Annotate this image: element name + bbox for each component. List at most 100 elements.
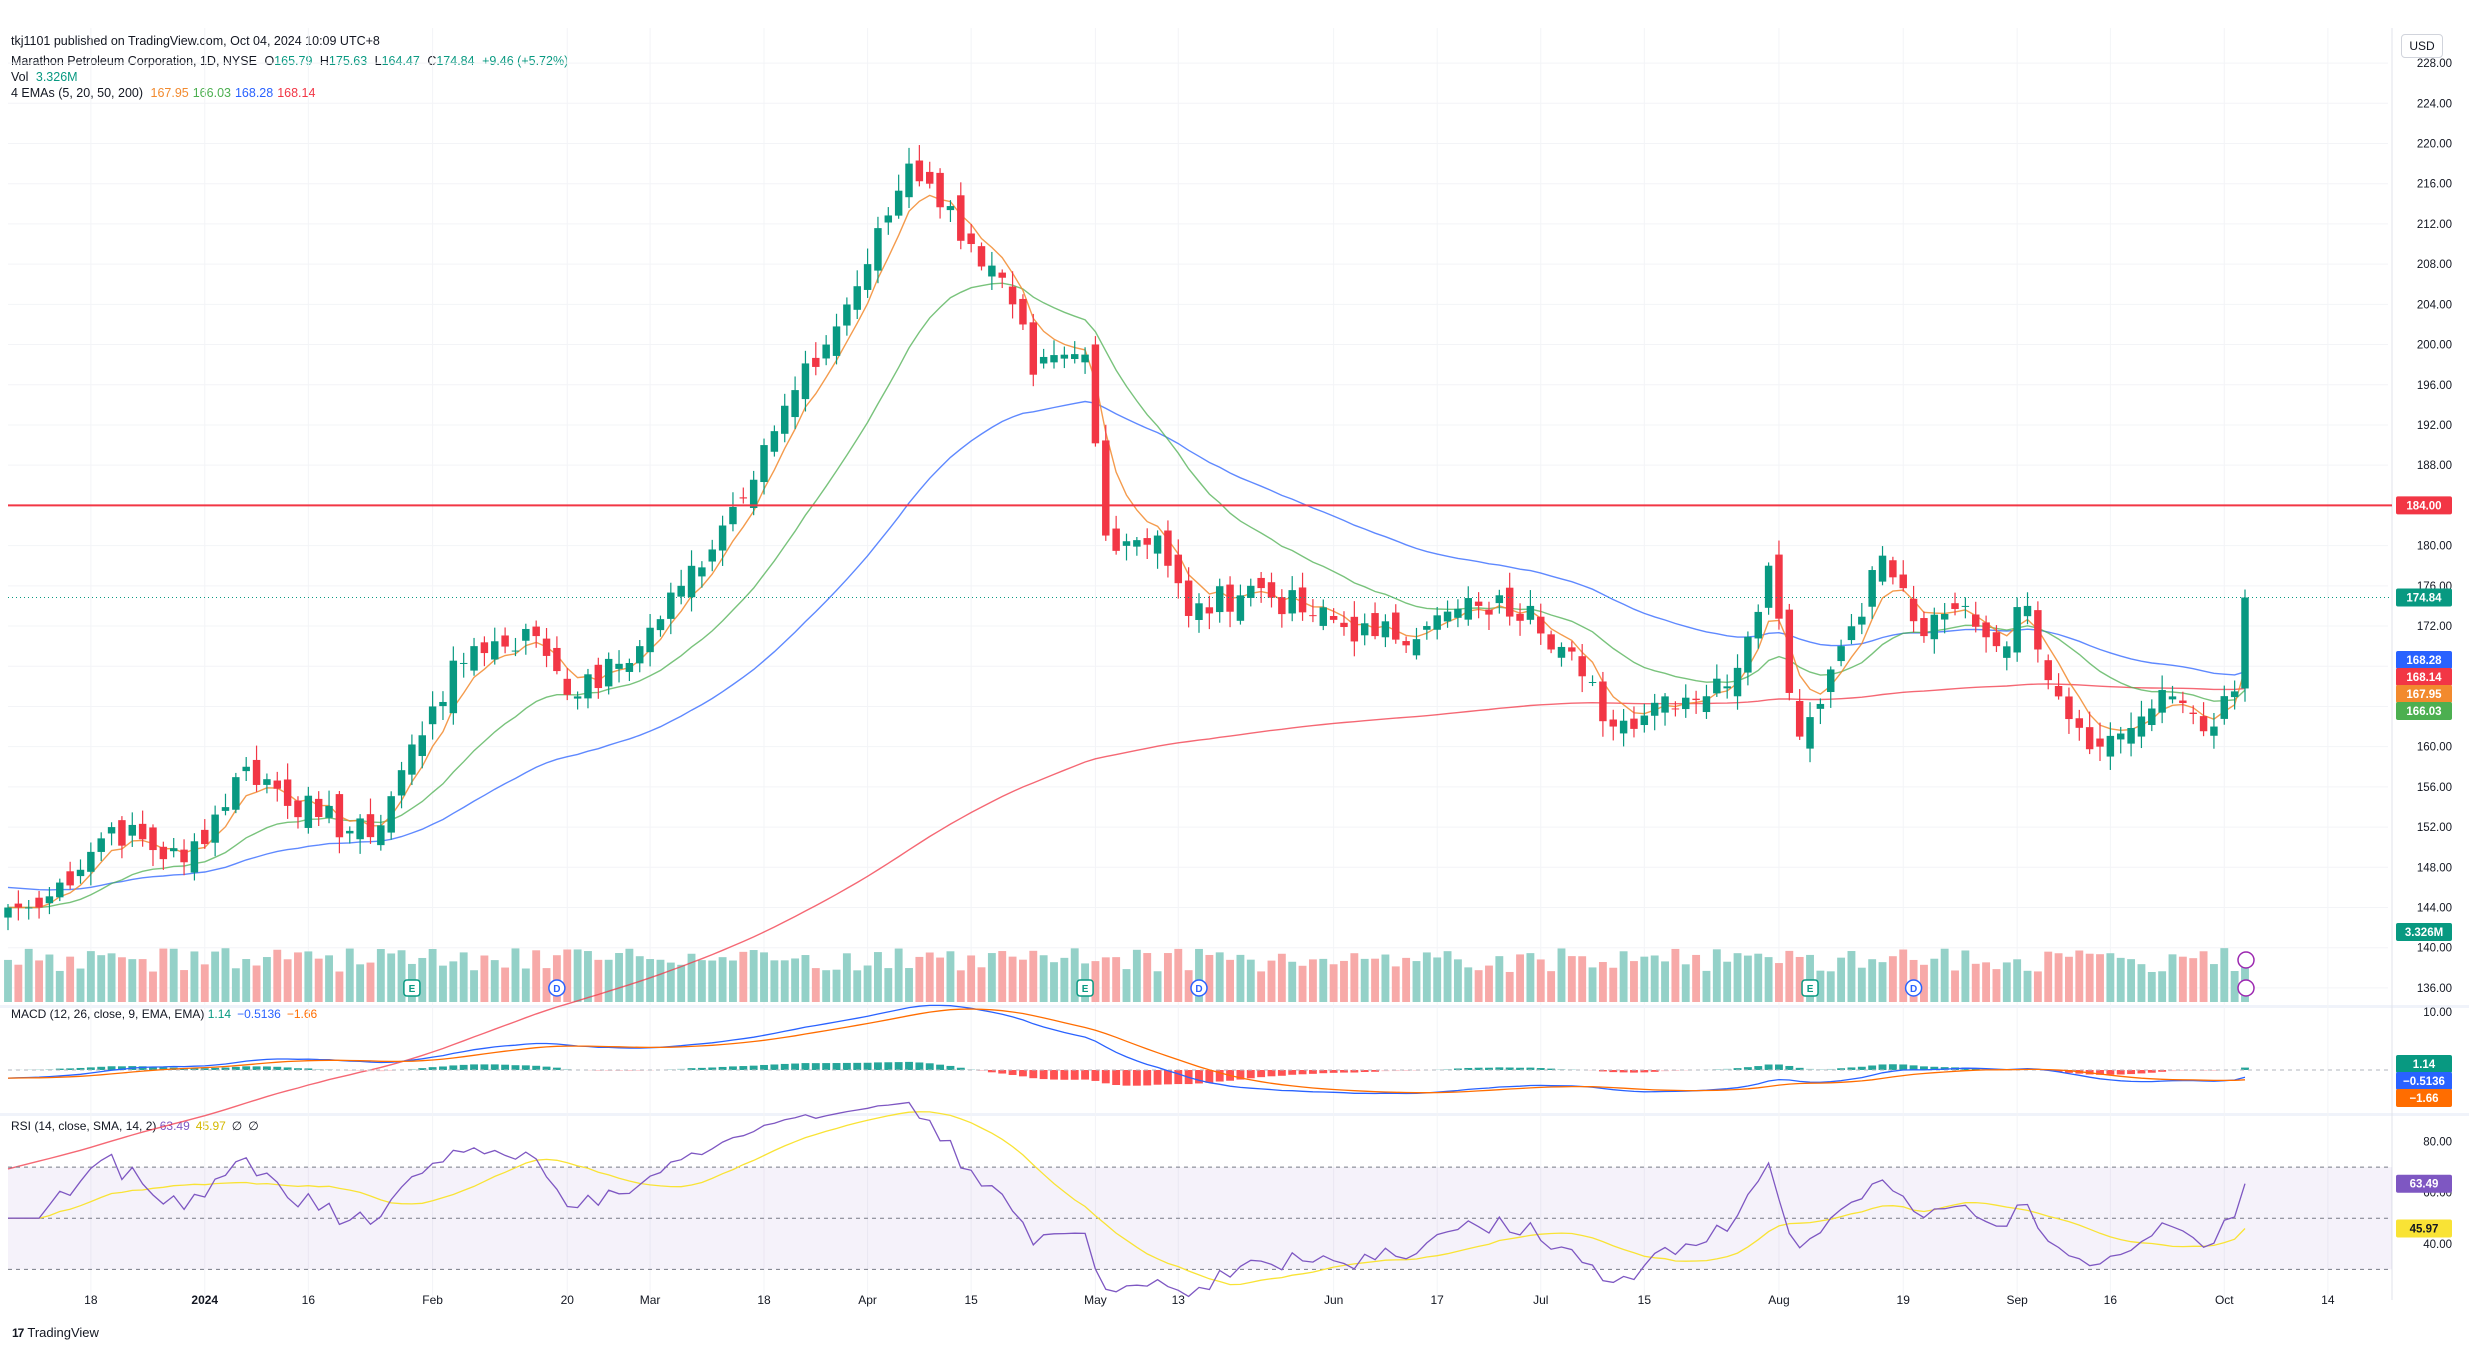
currency-button[interactable]: USD [2401,34,2443,58]
rsi-line [8,1101,2246,1298]
macd-histogram-bar [2137,1070,2146,1074]
rsi-ma-value: 45.97 [195,1119,226,1133]
candle-body [1319,607,1328,626]
volume-bar [646,959,655,1002]
macd-histogram-bar [687,1068,696,1070]
candle-body [418,735,426,757]
volume-bar [1982,962,1991,1002]
volume-legend[interactable]: Vol 3.326M [11,70,82,84]
candle-body [2013,607,2021,653]
ema-legend[interactable]: 4 EMAs (5, 20, 50, 200) 167.95 166.03 168.… [11,86,319,100]
volume-bar [470,970,478,1002]
last-price-badge-bg [2396,588,2452,607]
macd-histogram-bar [55,1068,64,1070]
candle-body [2168,696,2177,700]
candle-body [1961,605,1970,607]
macd-value: 1.14 [207,1007,232,1021]
tradingview-brand: TradingView [27,1325,99,1340]
y-tick-label: 212.00 [2417,219,2452,231]
candle-body [1195,603,1203,620]
volume-bar [1008,956,1017,1002]
macd-histogram-bar [1609,1070,1618,1073]
tradingview-logo[interactable]: 17 TradingView [12,1325,99,1340]
macd-histogram-bar [2127,1070,2136,1075]
volume-bar [1526,953,1535,1002]
candle-body [801,363,810,400]
volume-bar [1588,967,1597,1002]
volume-bar [149,971,157,1002]
candle-body [739,497,748,499]
rsi-badge: 63.49 [2410,1179,2439,1191]
candle-body [2127,727,2135,744]
volume-bar [2230,971,2239,1002]
candle-body [356,818,364,840]
volume-bar [770,960,779,1002]
candle-body [594,664,603,689]
close-label: C [427,54,437,68]
candle-body [1340,622,1348,628]
volume-bar [1205,954,1214,1002]
volume-bar [1671,948,1680,1002]
macd-histogram-bar [635,1070,644,1071]
earnings-marker-label: E [1082,984,1089,995]
candle-body [1070,354,1079,360]
macd-histogram-bar [304,1068,313,1070]
volume-bar [1661,961,1669,1002]
volume-bar [2116,957,2125,1002]
macd-histogram-bar [708,1067,717,1070]
candle-body [2199,716,2208,732]
candle-body [1029,322,1038,375]
candle-body [294,800,302,818]
volume-bar [107,953,116,1002]
symbol-name[interactable]: Marathon Petroleum Corporation, 1D, NYSE [11,54,257,68]
earnings-icon [403,979,421,997]
candle-body [1547,634,1555,650]
macd-histogram-bar [1205,1070,1214,1083]
volume-bar [2033,971,2042,1002]
volume-bar [998,951,1007,1002]
macd-histogram-bar [977,1070,986,1071]
macd-histogram-bar [1868,1065,1877,1070]
candle-body [2096,738,2104,747]
candle-body [1433,615,1441,630]
macd-pane[interactable] [7,1004,2392,1095]
x-tick-label: 14 [2321,1293,2335,1307]
macd-histogram-bar [1598,1070,1607,1072]
ema5-value: 167.95 [150,86,189,100]
macd-legend[interactable]: MACD (12, 26, close, 9, EMA, EMA) 1.14 −0… [11,1007,323,1021]
volume-bar [24,948,33,1002]
x-tick-label: Feb [422,1293,443,1307]
volume-bar [584,951,592,1002]
candle-body [1599,681,1607,722]
rsi-ma-badge-bg [2396,1219,2452,1238]
volume-bar [1557,948,1566,1002]
volume-bar [2158,971,2167,1002]
macd-histogram-bar [345,1070,354,1071]
ema50-line [7,400,2246,891]
ema20-line [8,282,2246,909]
pane-separator [0,1113,2469,1116]
volume-bar [739,951,748,1002]
volume-bar [1267,960,1276,1002]
volume-bar [356,964,365,1002]
rsi-legend[interactable]: RSI (14, close, SMA, 14, 2) 63.49 45.97 ∅ ∅ [11,1119,265,1133]
rsi-ma-badge: 45.97 [2410,1224,2439,1236]
macd-histogram-bar [1350,1070,1359,1073]
macd-histogram-bar [1909,1065,1918,1070]
volume-bar [1443,951,1452,1002]
macd-histogram-bar [200,1068,209,1070]
candle-body [2179,700,2187,704]
volume-bar [1712,949,1721,1002]
candle-body [749,479,758,509]
macd-histogram-bar [231,1066,240,1070]
x-tick-label: May [1084,1293,1107,1307]
candle-body [1682,697,1690,710]
volume-bar [86,951,95,1002]
candle-body [480,642,489,654]
rsi-y-tick: 40.00 [2423,1239,2452,1251]
rsi-pane[interactable] [8,1101,2392,1298]
volume-bar [2013,959,2022,1002]
macd-histogram-bar [946,1065,955,1070]
